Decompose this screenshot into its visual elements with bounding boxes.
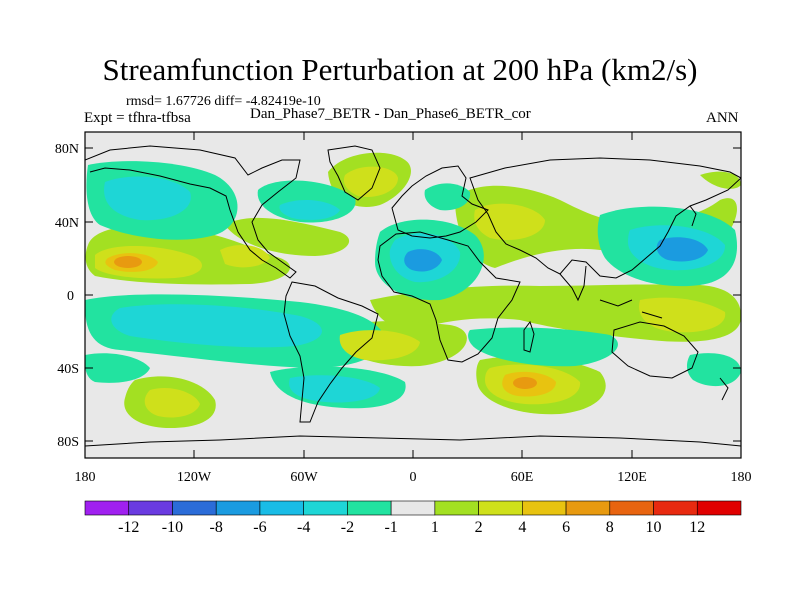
colorbar-swatch: [390, 500, 436, 516]
colorbar-label: -12: [118, 519, 139, 536]
colorbar-label: 12: [689, 519, 705, 536]
colorbar: [84, 500, 742, 516]
coastlines: [85, 145, 741, 447]
cases-label: Dan_Phase7_BETR - Dan_Phase6_BETR_cor: [250, 106, 531, 122]
colorbar-label: -4: [297, 519, 310, 536]
lon-label: 180: [731, 470, 752, 485]
colorbar-label: -8: [210, 519, 223, 536]
contour-fields: [85, 145, 741, 447]
colorbar-swatch: [172, 500, 217, 516]
colorbar-label: -10: [162, 519, 183, 536]
lat-label: 40N: [55, 216, 79, 231]
colorbar-label: 6: [562, 519, 570, 536]
season-label: ANN: [706, 110, 739, 126]
colorbar-label: -2: [341, 519, 354, 536]
lat-label: 0: [67, 289, 74, 304]
lon-label: 0: [410, 470, 417, 485]
colorbar-labels: -12 -10 -8 -6 -4 -2 -1 1 2 4 6 8 10 12: [118, 519, 705, 536]
positive-anomaly-max: [114, 256, 537, 389]
colorbar-swatch: [434, 500, 479, 516]
colorbar-label: 4: [518, 519, 526, 536]
lon-label: 60W: [290, 470, 318, 485]
colorbar-swatch: [215, 500, 261, 516]
experiment-label: Expt = tfhra-tfbsa: [84, 110, 191, 126]
colorbar-swatch: [84, 500, 130, 516]
colorbar-swatch: [128, 500, 173, 516]
colorbar-label: 2: [475, 519, 483, 536]
latitude-labels: 80N 40N 0 40S 80S: [55, 142, 79, 450]
negative-anomaly-peaks: [404, 237, 708, 272]
colorbar-swatch: [653, 500, 698, 516]
colorbar-swatch: [522, 500, 567, 516]
colorbar-swatch: [609, 500, 654, 516]
longitude-labels: 180 120W 60W 0 60E 120E 180: [75, 470, 752, 485]
colorbar-swatch: [347, 500, 392, 516]
lon-label: 120W: [177, 470, 212, 485]
colorbar-swatch: [303, 500, 348, 516]
colorbar-label: -1: [384, 519, 397, 536]
axis-ticks: [85, 132, 741, 458]
colorbar-label: 10: [646, 519, 662, 536]
plot-title: Streamfunction Perturbation at 200 hPa (…: [102, 52, 698, 87]
lon-label: 120E: [617, 470, 647, 485]
colorbar-label: 8: [606, 519, 614, 536]
lat-label: 80N: [55, 142, 79, 157]
colorbar-swatch: [696, 500, 742, 516]
lon-label: 60E: [511, 470, 534, 485]
colorbar-swatch: [259, 500, 304, 516]
lat-label: 80S: [57, 435, 79, 450]
colorbar-swatch: [478, 500, 523, 516]
colorbar-label: 1: [431, 519, 439, 536]
lat-label: 40S: [57, 362, 79, 377]
lon-label: 180: [75, 470, 96, 485]
colorbar-label: -6: [253, 519, 266, 536]
stats-line: rmsd= 1.67726 diff= -4.82419e-10: [126, 94, 321, 109]
colorbar-swatch: [565, 500, 611, 516]
